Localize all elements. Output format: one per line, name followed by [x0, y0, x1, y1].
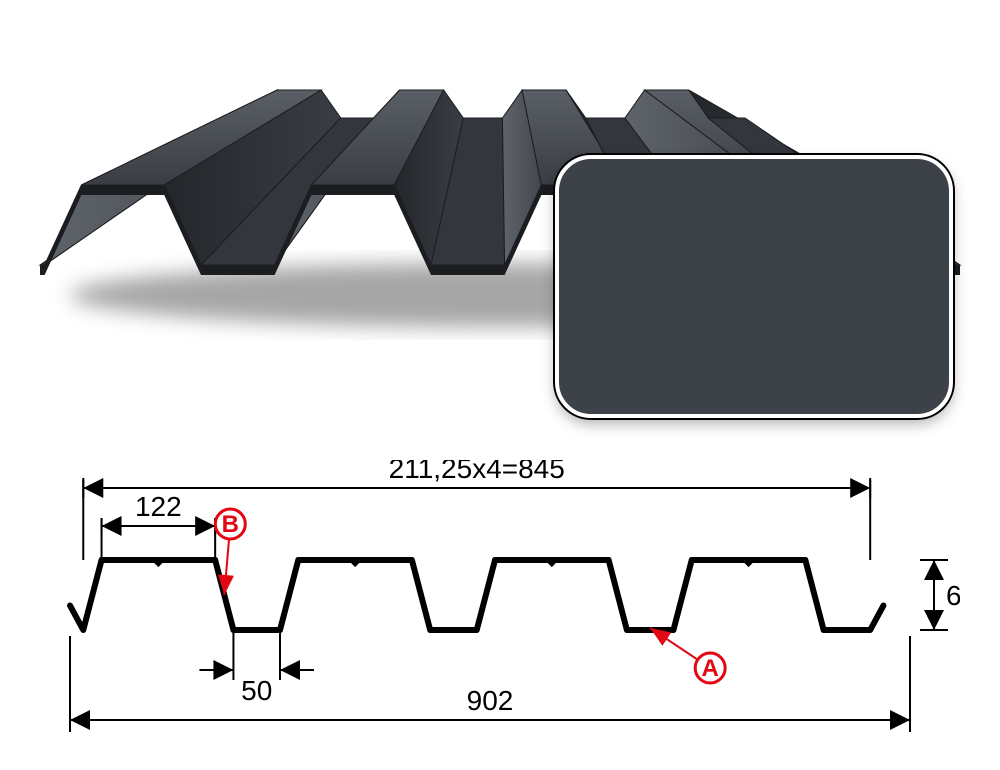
- dimension-label: 902: [467, 685, 514, 716]
- marker-b-label: B: [222, 511, 239, 538]
- dimension-label: 122: [135, 491, 182, 522]
- marker-a-label: A: [702, 655, 719, 682]
- dimension-label: 211,25x4=845: [389, 460, 565, 484]
- technical-drawing: 211,25x4=845 122 50 902 60 B A: [40, 460, 960, 760]
- color-swatch: [555, 155, 953, 418]
- dimension-label: 60: [946, 580, 960, 611]
- dimension-label: 50: [241, 675, 272, 706]
- figure-canvas: 211,25x4=845 122 50 902 60 B A: [0, 0, 1000, 770]
- profile-outline: [70, 560, 883, 630]
